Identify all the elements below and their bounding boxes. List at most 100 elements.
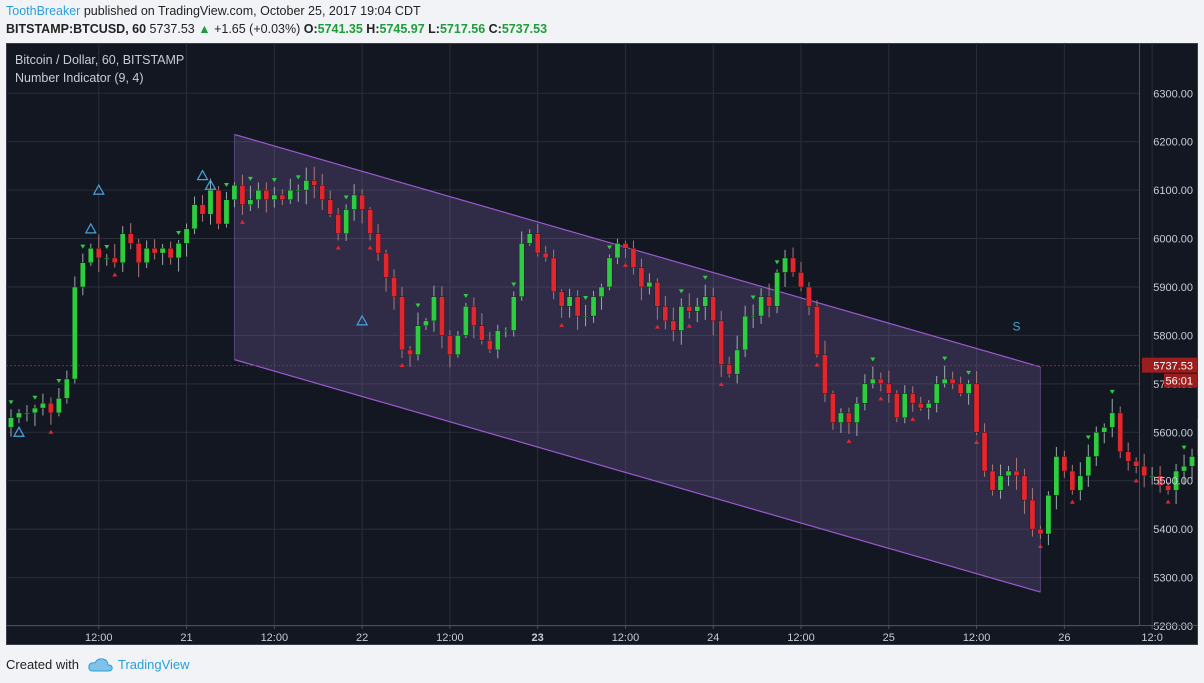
- candle-body[interactable]: [854, 403, 860, 423]
- candle-body[interactable]: [726, 364, 732, 375]
- candle-body[interactable]: [782, 257, 788, 273]
- candle-body[interactable]: [981, 432, 988, 472]
- candle-body[interactable]: [119, 233, 126, 263]
- candle-body[interactable]: [734, 349, 740, 375]
- candle-body[interactable]: [479, 325, 485, 341]
- candle-body[interactable]: [822, 354, 828, 394]
- channel-upper-line[interactable]: [234, 133, 1041, 368]
- candle-body[interactable]: [255, 189, 262, 201]
- candle-body[interactable]: [558, 291, 565, 307]
- candle-body[interactable]: [8, 417, 14, 428]
- candle-body[interactable]: [1085, 456, 1092, 477]
- candle-body[interactable]: [798, 272, 804, 288]
- candle-body[interactable]: [32, 407, 38, 414]
- candle-body[interactable]: [1013, 470, 1020, 477]
- candle-body[interactable]: [407, 349, 413, 355]
- candle-body[interactable]: [526, 233, 533, 244]
- candle-body[interactable]: [582, 315, 589, 318]
- candle-body[interactable]: [1149, 475, 1155, 478]
- candle-body[interactable]: [494, 330, 501, 351]
- candle-body[interactable]: [64, 378, 70, 399]
- candle-body[interactable]: [662, 306, 669, 322]
- candle-body[interactable]: [1125, 451, 1131, 462]
- candle-body[interactable]: [901, 393, 908, 418]
- candle-body[interactable]: [343, 209, 349, 234]
- candle-body[interactable]: [694, 306, 701, 312]
- candle-body[interactable]: [1117, 412, 1124, 452]
- candle-body[interactable]: [87, 248, 94, 263]
- candle-body[interactable]: [838, 412, 844, 423]
- candle-body[interactable]: [878, 378, 884, 385]
- candle-body[interactable]: [287, 189, 294, 201]
- candle-body[interactable]: [223, 199, 230, 225]
- candle-body[interactable]: [1157, 475, 1163, 486]
- candle-body[interactable]: [95, 248, 102, 259]
- candle-body[interactable]: [215, 189, 222, 225]
- candle-body[interactable]: [1173, 470, 1179, 491]
- candle-body[interactable]: [56, 398, 62, 414]
- candle-body[interactable]: [335, 214, 341, 234]
- candle-body[interactable]: [1029, 499, 1036, 530]
- candle-body[interactable]: [846, 412, 852, 423]
- candle-body[interactable]: [247, 199, 254, 205]
- brand-text[interactable]: TradingView: [118, 657, 190, 672]
- candle-body[interactable]: [742, 315, 748, 351]
- candle-body[interactable]: [1181, 465, 1187, 472]
- candle-body[interactable]: [1037, 528, 1044, 535]
- candle-body[interactable]: [718, 320, 725, 365]
- candle-body[interactable]: [447, 335, 453, 355]
- candle-body[interactable]: [1165, 485, 1171, 491]
- candle-body[interactable]: [654, 281, 661, 307]
- candle-body[interactable]: [367, 209, 373, 234]
- candle-body[interactable]: [670, 320, 677, 331]
- candle-body[interactable]: [319, 185, 326, 201]
- candle-body[interactable]: [1045, 495, 1052, 535]
- candle-body[interactable]: [1141, 465, 1147, 477]
- candle-body[interactable]: [710, 296, 717, 322]
- candle-body[interactable]: [646, 281, 653, 288]
- candle-body[interactable]: [191, 204, 198, 230]
- candle-body[interactable]: [415, 325, 421, 355]
- candle-body[interactable]: [830, 393, 836, 423]
- candle-body[interactable]: [1005, 470, 1012, 477]
- candle-body[interactable]: [167, 248, 174, 259]
- candle-body[interactable]: [175, 243, 182, 259]
- candle-body[interactable]: [870, 378, 876, 385]
- candle-body[interactable]: [566, 296, 573, 307]
- candle-body[interactable]: [1069, 470, 1076, 491]
- candlestick-chart[interactable]: S5200.005300.005400.005500.005600.005700…: [6, 43, 1198, 645]
- candle-body[interactable]: [957, 383, 964, 394]
- candle-body[interactable]: [487, 340, 493, 351]
- candle-body[interactable]: [510, 296, 517, 331]
- candle-body[interactable]: [391, 277, 397, 297]
- candle-body[interactable]: [997, 475, 1004, 491]
- candle-body[interactable]: [151, 248, 158, 254]
- candle-body[interactable]: [598, 286, 605, 297]
- candle-body[interactable]: [263, 189, 270, 201]
- candle-body[interactable]: [638, 267, 645, 288]
- candle-body[interactable]: [933, 383, 940, 404]
- candle-body[interactable]: [973, 383, 980, 433]
- candle-body[interactable]: [40, 403, 46, 409]
- candle-body[interactable]: [766, 296, 772, 307]
- candle-body[interactable]: [614, 243, 621, 259]
- candle-body[interactable]: [989, 470, 996, 491]
- candle-body[interactable]: [702, 296, 709, 307]
- candle-body[interactable]: [1077, 475, 1084, 491]
- candle-body[interactable]: [790, 257, 796, 273]
- candle-body[interactable]: [471, 306, 477, 326]
- candle-body[interactable]: [917, 403, 924, 409]
- author-link[interactable]: ToothBreaker: [6, 4, 81, 18]
- candle-body[interactable]: [1053, 456, 1060, 496]
- candle-body[interactable]: [279, 194, 286, 201]
- candle-body[interactable]: [758, 296, 764, 317]
- candle-body[interactable]: [542, 252, 549, 259]
- candle-body[interactable]: [311, 180, 318, 186]
- candle-body[interactable]: [502, 330, 509, 332]
- candle-body[interactable]: [534, 233, 541, 254]
- candle-body[interactable]: [686, 306, 693, 312]
- candle-body[interactable]: [375, 233, 381, 254]
- candle-body[interactable]: [518, 243, 525, 297]
- candle-body[interactable]: [143, 248, 150, 263]
- candle-body[interactable]: [1021, 475, 1028, 501]
